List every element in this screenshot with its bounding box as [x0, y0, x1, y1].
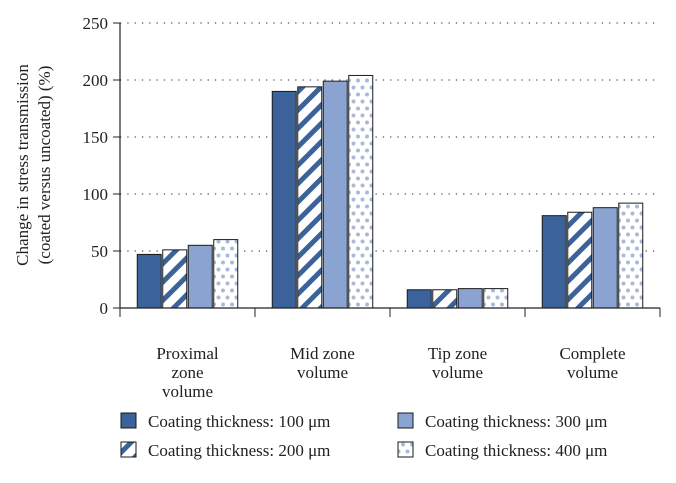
y-tick-label: 50: [91, 242, 108, 261]
bar: [213, 239, 239, 309]
bar: [618, 202, 644, 309]
bar: [541, 215, 567, 309]
x-category-label: Proximal zone volume: [156, 344, 219, 401]
legend-swatch: [120, 441, 137, 458]
legend: Coating thickness: 100 μm Coating thickne…: [120, 412, 607, 460]
bar-group: [406, 288, 509, 309]
legend-swatch: [120, 412, 137, 429]
bar-groups: [136, 74, 644, 309]
x-category-label: Complete volume: [559, 344, 625, 382]
x-category-label-line: volume: [162, 382, 213, 401]
bar: [297, 86, 323, 309]
legend-swatch: [397, 441, 414, 458]
y-tick-label: 0: [100, 299, 109, 318]
bar: [457, 288, 483, 309]
legend-item: Coating thickness: 200 μm: [120, 441, 330, 460]
x-category-label: Tip zone volume: [428, 344, 487, 382]
legend-label: Coating thickness: 400 μm: [425, 441, 607, 460]
bar: [322, 80, 348, 309]
bar: [136, 253, 162, 309]
bar: [567, 211, 593, 309]
legend-swatch: [397, 412, 414, 429]
x-category-label: Mid zone volume: [290, 344, 355, 382]
axes: [119, 23, 661, 317]
legend-label: Coating thickness: 100 μm: [148, 412, 330, 431]
y-tick-label: 150: [83, 128, 109, 147]
x-category-label-line: volume: [297, 363, 348, 382]
y-tick-label: 200: [83, 71, 109, 90]
x-category-label-line: Mid zone: [290, 344, 355, 363]
legend-item: Coating thickness: 100 μm: [120, 412, 330, 431]
y-tick-label: 250: [83, 14, 109, 33]
legend-label: Coating thickness: 200 μm: [148, 441, 330, 460]
bar: [162, 249, 188, 309]
bar: [432, 289, 458, 309]
legend-item: Coating thickness: 400 μm: [397, 441, 607, 460]
x-category-label-line: Proximal: [156, 344, 219, 363]
y-axis-ticks: 0 50 100 150 200 250: [83, 14, 120, 318]
legend-item: Coating thickness: 300 μm: [397, 412, 607, 431]
bar: [187, 244, 213, 309]
bar-group: [136, 239, 239, 309]
x-category-label-line: Complete: [559, 344, 625, 363]
bar: [483, 288, 509, 309]
bar: [592, 207, 618, 309]
bar: [348, 74, 374, 309]
x-category-label-line: volume: [567, 363, 618, 382]
bar: [406, 289, 432, 309]
y-tick-label: 100: [83, 185, 109, 204]
y-axis-label: Change in stress transmission (coated ve…: [13, 64, 54, 266]
legend-label: Coating thickness: 300 μm: [425, 412, 607, 431]
x-category-label-line: zone: [171, 363, 203, 382]
y-axis-label-line-2: (coated versus uncoated) (%): [35, 66, 54, 265]
bar-group: [271, 74, 374, 309]
y-axis-label-line-1: Change in stress transmission: [13, 64, 32, 266]
bar-group: [541, 202, 644, 309]
x-category-label-line: Tip zone: [428, 344, 487, 363]
bar: [271, 90, 297, 309]
x-category-label-line: volume: [432, 363, 483, 382]
